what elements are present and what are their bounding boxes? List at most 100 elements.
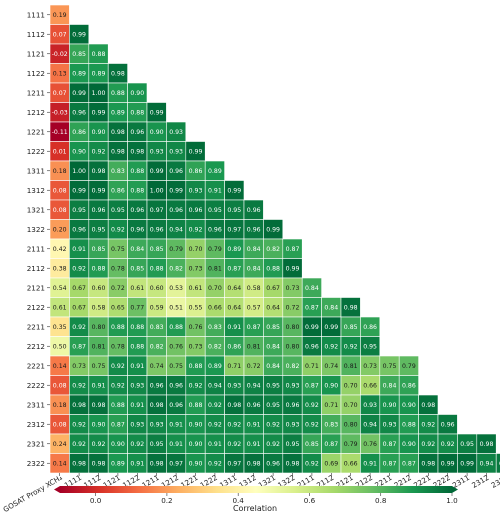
cell-value-label: 0.84 — [324, 304, 338, 311]
cell-value-label: 0.92 — [72, 324, 86, 331]
cell-value-label: 0.87 — [383, 441, 397, 448]
cell-value-label: 0.89 — [72, 70, 86, 77]
cell-value-label: 0.80 — [344, 421, 358, 428]
cell-value-label: 0.98 — [72, 460, 86, 467]
cell-value-label: 0.93 — [150, 421, 164, 428]
cell-value-label: 0.94 — [480, 460, 494, 467]
cell-value-label: 0.98 — [111, 129, 125, 136]
cell-value-label: 0.67 — [72, 304, 86, 311]
cell-value-label: 0.85 — [130, 265, 144, 272]
row-label: 1322 — [27, 225, 45, 234]
cell-value-label: 0.93 — [150, 148, 164, 155]
cell-value-label: -0.02 — [52, 51, 68, 58]
cell-value-label: 0.87 — [286, 246, 300, 253]
cell-value-label: 0.90 — [72, 148, 86, 155]
cell-value-label: 0.92 — [208, 402, 222, 409]
cell-value-label: 0.99 — [92, 109, 106, 116]
cell-value-label: 0.75 — [383, 363, 397, 370]
cell-value-label: 0.89 — [92, 70, 106, 77]
cell-value-label: 0.73 — [189, 265, 203, 272]
cell-value-label: 0.61 — [189, 285, 203, 292]
cell-value-label: 0.93 — [169, 129, 183, 136]
cell-value-label: 0.95 — [227, 207, 241, 214]
cell-value-label: -0.11 — [52, 129, 68, 136]
cell-value-label: 0.90 — [150, 129, 164, 136]
cell-value-label: 0.83 — [150, 324, 164, 331]
cell-value-label: 0.95 — [150, 441, 164, 448]
cell-value-label: 0.07 — [53, 90, 67, 97]
cell-value-label: 0.92 — [189, 382, 203, 389]
cell-value-label: 0.66 — [208, 304, 222, 311]
cell-value-label: 0.92 — [208, 421, 222, 428]
cell-value-label: 0.96 — [169, 168, 183, 175]
cell-value-label: 0.79 — [402, 363, 416, 370]
cell-value-label: 0.74 — [324, 363, 338, 370]
cell-value-label: 0.81 — [208, 265, 222, 272]
cell-value-label: 0.92 — [92, 148, 106, 155]
cell-value-label: 0.88 — [111, 90, 125, 97]
cell-value-label: -0.03 — [52, 109, 68, 116]
cell-value-label: 0.84 — [266, 343, 280, 350]
cell-value-label: 0.88 — [402, 421, 416, 428]
cell-value-label: 0.90 — [402, 402, 416, 409]
cell-value-label: 0.96 — [208, 226, 222, 233]
cell-value-label: 0.98 — [111, 70, 125, 77]
cell-value-label: 0.91 — [130, 402, 144, 409]
cell-value-label: 0.87 — [305, 382, 319, 389]
cell-value-label: 0.91 — [227, 324, 241, 331]
cell-value-label: 0.71 — [305, 363, 319, 370]
cell-value-label: 0.91 — [247, 441, 261, 448]
colorbar: 0.0 0.2 0.4 0.6 0.8 1.0 — [54, 486, 458, 505]
cell-value-label: 0.86 — [402, 382, 416, 389]
cell-value-label: 0.90 — [189, 421, 203, 428]
cell-value-label: 0.96 — [247, 226, 261, 233]
cell-value-label: 0.99 — [72, 31, 86, 38]
cell-value-label: 0.87 — [111, 421, 125, 428]
cell-value-label: 0.89 — [208, 363, 222, 370]
cell-value-label: 0.64 — [227, 285, 241, 292]
cell-value-label: 0.96 — [189, 207, 203, 214]
cell-value-label: 0.90 — [402, 441, 416, 448]
cell-value-label: 0.88 — [130, 168, 144, 175]
cell-value-label: 0.57 — [247, 304, 261, 311]
cell-value-label: 0.96 — [92, 207, 106, 214]
row-labels: 1111 1112 1121 1122 1211 1212 1221 1222 1311 1312… — [27, 10, 50, 468]
cell-value-label: 0.85 — [150, 246, 164, 253]
cell-value-label: 0.91 — [92, 382, 106, 389]
cell-value-label: 0.74 — [150, 363, 164, 370]
cell-value-label: 0.91 — [130, 460, 144, 467]
row-label: 2222 — [27, 381, 45, 390]
cell-value-label: 0.90 — [92, 421, 106, 428]
cell-value-label: 0.65 — [111, 304, 125, 311]
cell-value-label: 0.90 — [92, 129, 106, 136]
row-label: 1121 — [27, 49, 45, 58]
cell-value-label: 0.88 — [130, 343, 144, 350]
cell-value-label: 0.76 — [169, 343, 183, 350]
cell-value-label: 0.99 — [72, 90, 86, 97]
cell-value-label: 0.98 — [227, 402, 241, 409]
cell-value-label: 0.90 — [130, 90, 144, 97]
cell-value-label: 0.81 — [344, 363, 358, 370]
cell-value-label: 0.76 — [189, 324, 203, 331]
colorbar-tick-label: 0.6 — [304, 496, 316, 505]
cell-value-label: 0.73 — [363, 363, 377, 370]
heatmap-cell — [495, 453, 500, 474]
row-label: 2312 — [27, 420, 45, 429]
row-label: 1222 — [27, 147, 45, 156]
cell-value-label: 0.99 — [169, 187, 183, 194]
cell-value-label: 0.55 — [189, 304, 203, 311]
cell-value-label: 0.07 — [53, 31, 67, 38]
cell-value-label: 0.73 — [72, 363, 86, 370]
cell-value-label: 0.08 — [53, 187, 67, 194]
cell-value-label: 0.70 — [189, 246, 203, 253]
cell-value-label: 0.90 — [189, 460, 203, 467]
cell-value-label: 0.66 — [344, 460, 358, 467]
cell-value-label: 0.80 — [286, 343, 300, 350]
cell-value-label: 0.95 — [266, 382, 280, 389]
cell-value-label: 0.98 — [150, 402, 164, 409]
cell-value-label: 0.88 — [130, 324, 144, 331]
cell-value-label: 0.96 — [169, 207, 183, 214]
colorbar-label: Correlation — [233, 504, 277, 513]
cell-value-label: 0.73 — [189, 343, 203, 350]
cell-value-label: 0.82 — [208, 343, 222, 350]
